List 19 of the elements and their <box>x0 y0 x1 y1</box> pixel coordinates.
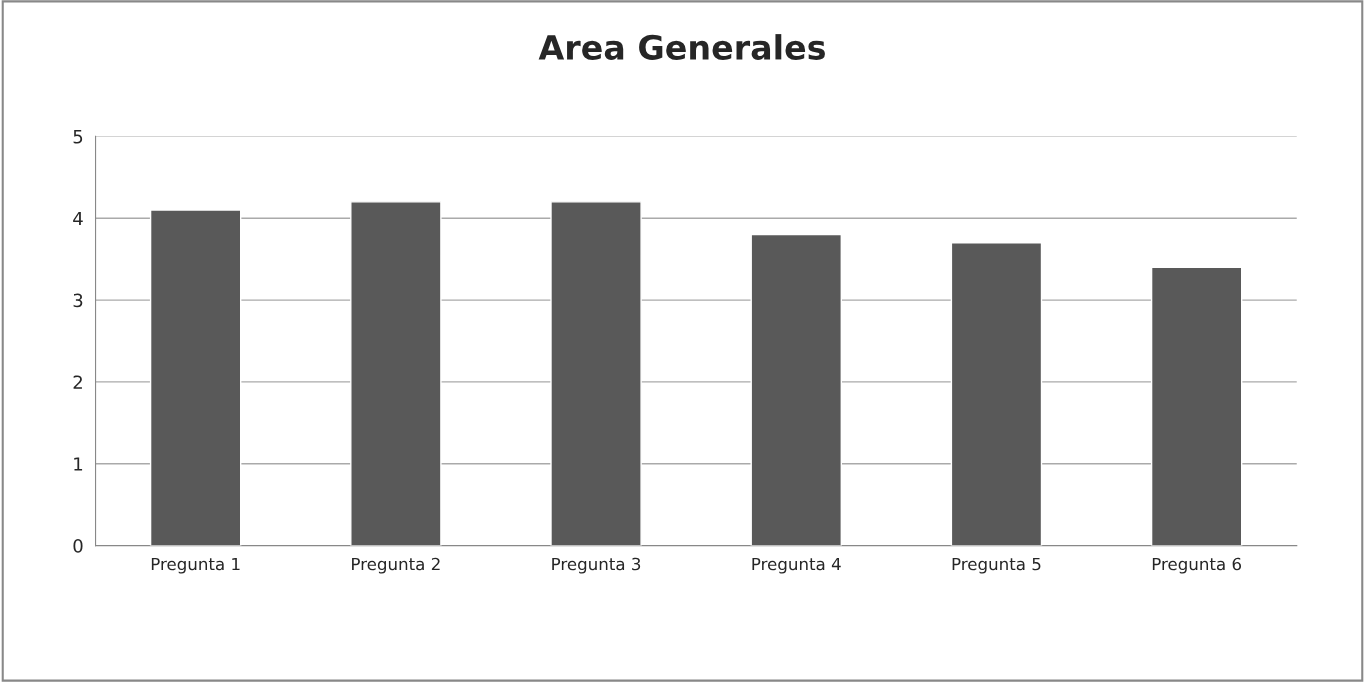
bar <box>950 242 1043 546</box>
x-tick-label: Pregunta 5 <box>952 557 1041 574</box>
y-tick-label: 4 <box>73 211 83 226</box>
x-tick-label: Pregunta 6 <box>1152 557 1242 574</box>
y-tick-label: 0 <box>73 539 83 553</box>
y-tick-label: 1 <box>74 457 83 471</box>
chart-title: Area Generales <box>538 34 825 60</box>
y-tick-label: 3 <box>73 293 83 308</box>
bar <box>350 201 442 546</box>
x-tick-label: Pregunta 2 <box>352 557 440 574</box>
bar <box>1150 266 1243 546</box>
x-tick-label: Pregunta 4 <box>752 557 841 574</box>
bar <box>750 233 842 546</box>
x-tick-label: Pregunta 3 <box>552 557 641 574</box>
bar <box>149 209 242 546</box>
bar <box>550 201 642 546</box>
y-tick-label: 5 <box>73 130 83 144</box>
y-tick-label: 2 <box>73 375 82 389</box>
x-tick-label: Pregunta 1 <box>151 557 240 574</box>
